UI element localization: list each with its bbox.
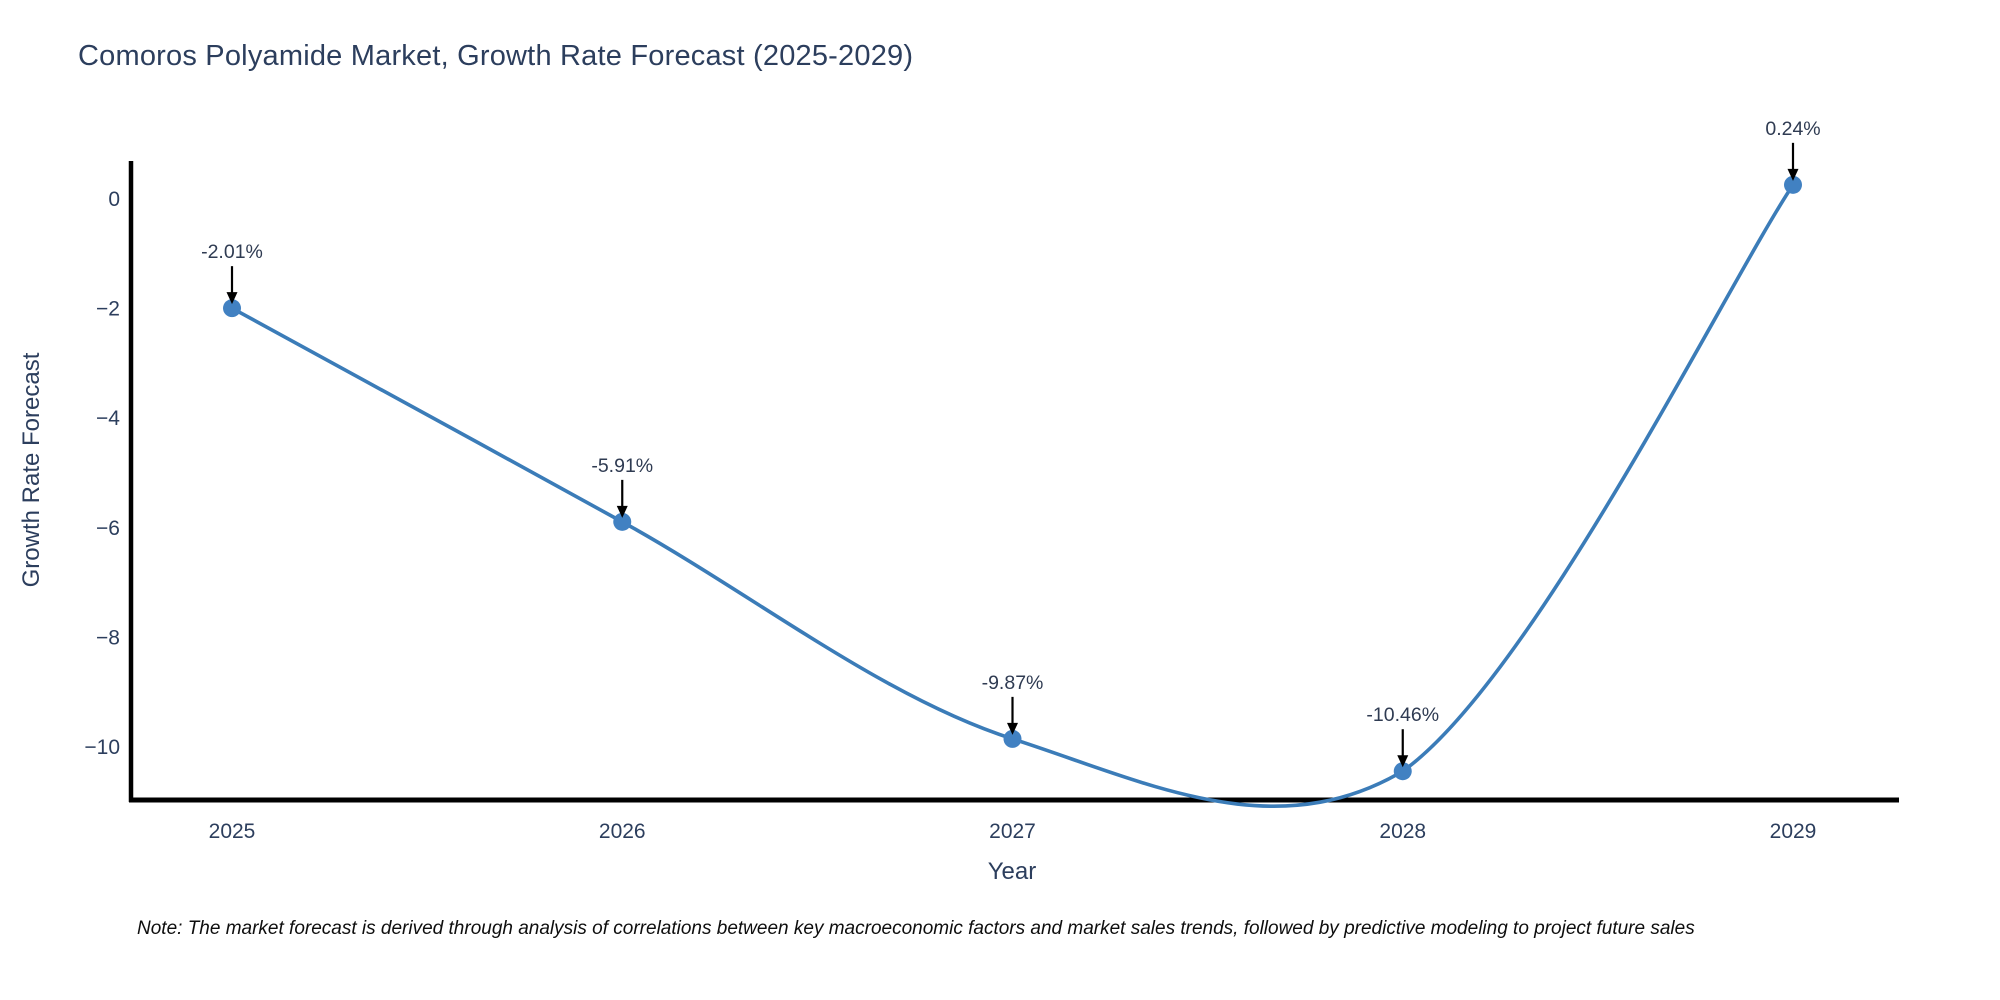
x-axis-title: Year (987, 858, 1037, 885)
annotation-arrowhead (616, 505, 628, 518)
annotation-arrowhead (1787, 168, 1799, 181)
annotation-label: -10.46% (1366, 704, 1439, 726)
chart-title: Comoros Polyamide Market, Growth Rate Fo… (78, 40, 914, 72)
annotation-arrowhead (226, 292, 238, 305)
x-tick-label: 2027 (989, 820, 1036, 843)
y-tick-label: −10 (84, 736, 120, 759)
annotation-label: 0.24% (1765, 118, 1820, 140)
x-tick-label: 2026 (599, 820, 646, 843)
y-tick-label: 0 (108, 188, 120, 211)
x-tick-label: 2029 (1770, 820, 1817, 843)
y-tick-label: −8 (96, 626, 120, 649)
annotation-label: -5.91% (591, 455, 653, 477)
y-tick-label: −4 (96, 407, 120, 430)
data-point-marker[interactable] (1003, 729, 1022, 748)
forecast-spline-line (230, 183, 1795, 808)
footnote: Note: The market forecast is derived thr… (137, 918, 1695, 939)
data-point-marker[interactable] (223, 299, 241, 318)
y-tick-label: −2 (96, 298, 120, 321)
y-tick-label: −6 (96, 517, 120, 540)
annotation-arrowhead (1397, 755, 1409, 768)
x-tick-label: 2028 (1379, 820, 1426, 843)
annotation-label: -9.87% (982, 672, 1044, 694)
annotation-label: -2.01% (201, 241, 263, 263)
data-point-marker[interactable] (1393, 762, 1412, 781)
data-point-marker[interactable] (613, 512, 632, 531)
data-point-marker[interactable] (1784, 175, 1802, 194)
annotation-arrowhead (1007, 722, 1018, 735)
x-tick-label: 2025 (209, 820, 256, 843)
